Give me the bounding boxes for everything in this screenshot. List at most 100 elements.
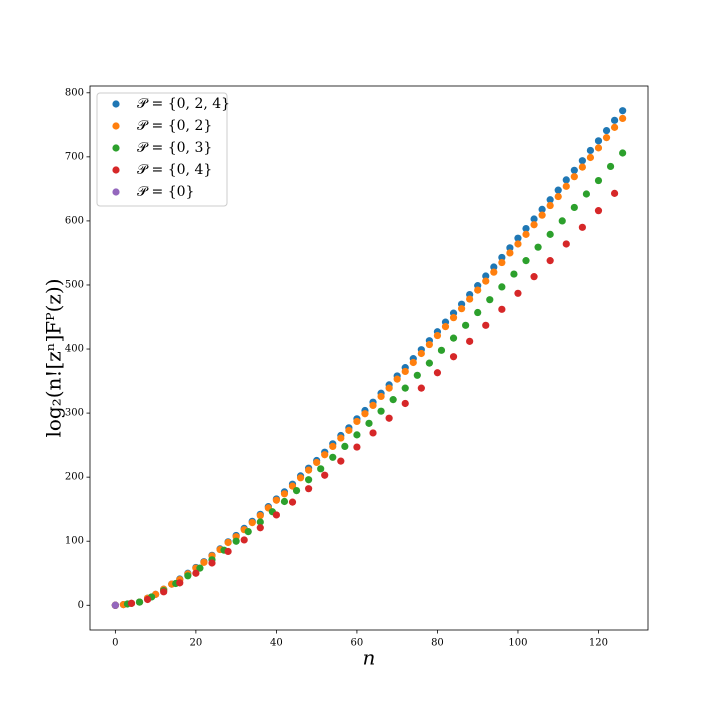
legend-label: 𝒫 = {0} xyxy=(137,184,194,200)
data-point xyxy=(433,331,442,340)
legend-label: 𝒫 = {0, 3} xyxy=(137,140,212,156)
data-point xyxy=(329,453,337,461)
legend-marker xyxy=(112,100,120,108)
data-point xyxy=(562,240,570,248)
data-point xyxy=(610,116,619,124)
legend-box xyxy=(96,92,228,207)
data-point xyxy=(578,157,586,165)
data-point xyxy=(522,224,530,233)
data-point xyxy=(385,414,393,422)
data-point xyxy=(353,431,361,439)
legend-marker xyxy=(112,188,120,196)
y-tick-label: 200 xyxy=(65,472,84,483)
data-point xyxy=(578,223,586,231)
data-point xyxy=(305,466,313,474)
data-point xyxy=(498,283,506,291)
data-point xyxy=(143,595,152,604)
data-point xyxy=(272,496,281,504)
data-point xyxy=(482,277,490,285)
data-point xyxy=(586,153,595,162)
data-point xyxy=(594,144,603,152)
data-point xyxy=(196,564,204,572)
data-point xyxy=(224,538,232,547)
data-point xyxy=(558,217,566,225)
data-point xyxy=(280,497,289,506)
data-point xyxy=(578,163,586,171)
data-point xyxy=(514,234,522,242)
data-point xyxy=(248,519,256,527)
data-point xyxy=(546,257,554,265)
data-point xyxy=(176,579,184,587)
data-point xyxy=(582,190,591,198)
data-point xyxy=(534,243,542,251)
y-tick-label: 300 xyxy=(65,408,84,419)
data-point xyxy=(409,358,417,367)
data-point xyxy=(570,173,578,181)
data-point xyxy=(184,572,192,580)
legend-marker xyxy=(112,122,120,130)
data-point xyxy=(385,384,393,392)
data-point xyxy=(417,349,425,358)
data-point xyxy=(345,426,353,434)
data-point xyxy=(200,558,208,566)
data-point xyxy=(530,273,538,281)
data-point xyxy=(437,346,446,354)
x-tick-label: 60 xyxy=(351,638,364,649)
data-point xyxy=(292,487,301,495)
data-point xyxy=(401,399,409,408)
y-tick-label: 400 xyxy=(65,344,84,355)
data-point xyxy=(127,599,136,607)
legend: 𝒫 = {0, 2, 4} 𝒫 = {0, 2} 𝒫 = {0, 3} 𝒫 = {0,… xyxy=(96,92,230,207)
data-point xyxy=(594,207,603,215)
data-point xyxy=(522,257,530,265)
data-point xyxy=(466,337,474,345)
data-point xyxy=(514,240,522,248)
legend-label: 𝒫 = {0, 2, 4} xyxy=(137,96,230,112)
data-point xyxy=(256,511,264,520)
data-point xyxy=(449,314,458,322)
data-point xyxy=(313,458,321,467)
data-point xyxy=(369,401,377,410)
data-point xyxy=(457,305,466,313)
data-point xyxy=(610,189,619,197)
data-point xyxy=(482,272,490,280)
plot-frame xyxy=(89,85,649,631)
data-point xyxy=(474,286,482,294)
y-tick-label: 700 xyxy=(65,151,84,162)
data-point xyxy=(530,215,538,223)
x-axis-label: n xyxy=(363,646,376,670)
data-point xyxy=(570,203,578,212)
data-point xyxy=(474,308,482,317)
data-point xyxy=(514,289,522,297)
data-point xyxy=(562,176,570,184)
x-tick-label: 40 xyxy=(270,638,283,649)
data-point xyxy=(441,323,450,331)
data-point xyxy=(417,384,425,392)
y-tick-label: 100 xyxy=(65,536,84,547)
data-point xyxy=(192,569,200,577)
data-point xyxy=(619,149,627,157)
data-point xyxy=(353,417,361,426)
data-point xyxy=(602,134,611,142)
data-point xyxy=(506,249,514,257)
data-point xyxy=(361,410,369,418)
data-point xyxy=(462,321,470,329)
x-tick-label: 80 xyxy=(431,638,444,649)
data-point xyxy=(594,176,603,185)
data-point xyxy=(482,321,490,329)
x-tick-label: 120 xyxy=(589,638,608,649)
y-tick-label: 500 xyxy=(65,279,84,290)
data-point xyxy=(619,107,627,115)
data-point xyxy=(377,407,385,415)
data-point xyxy=(280,490,289,498)
data-point xyxy=(554,186,562,194)
legend-label: 𝒫 = {0, 4} xyxy=(137,162,212,178)
data-point xyxy=(401,384,409,392)
data-point xyxy=(538,205,546,213)
data-point xyxy=(466,295,474,303)
data-point xyxy=(377,392,385,401)
x-tick-label: 20 xyxy=(190,638,203,649)
data-point xyxy=(425,340,433,349)
data-point xyxy=(554,192,562,201)
